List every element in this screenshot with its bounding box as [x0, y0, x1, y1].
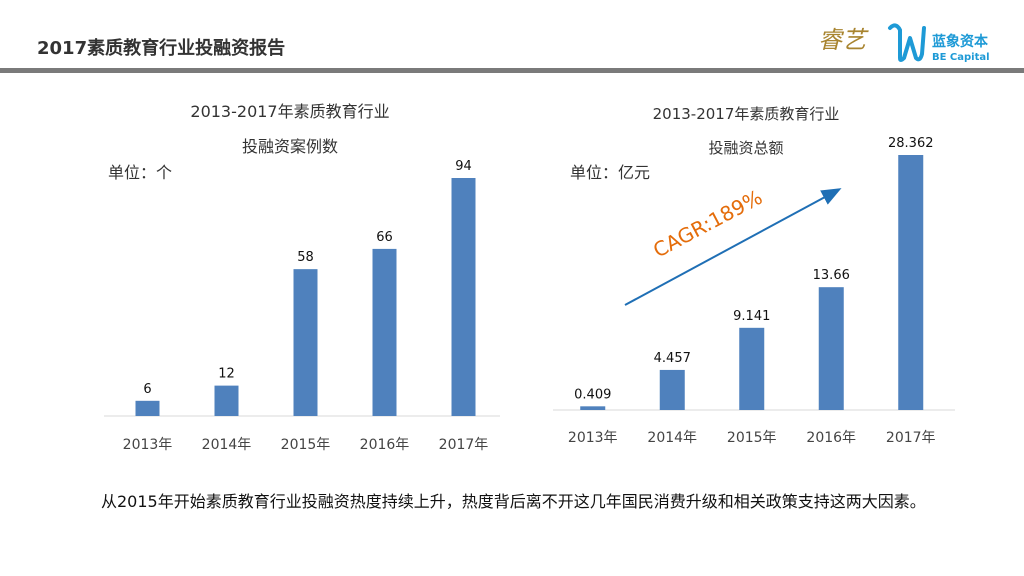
chart-unit: 单位：亿元 — [570, 163, 650, 182]
category-label: 2014年 — [647, 430, 697, 446]
ruiyi-logo: 睿艺 — [818, 26, 869, 54]
category-label: 2014年 — [202, 437, 252, 453]
data-label: 0.409 — [574, 387, 611, 402]
be-capital-name: 蓝象资本 — [932, 33, 989, 50]
bar-2016年 — [818, 287, 844, 410]
bars: 0.409 2013年 4.457 2014年 9.141 2015年 13.66 2016年… — [568, 136, 936, 446]
data-label: 58 — [297, 250, 314, 265]
category-label: 2015年 — [727, 430, 777, 446]
be-capital-logo-mark — [888, 23, 926, 62]
data-label: 13.66 — [813, 268, 850, 283]
category-label: 2015年 — [281, 437, 331, 453]
chart-title-line2: 投融资总额 — [708, 139, 783, 157]
cagr-annotation: CAGR:189% — [649, 185, 766, 263]
summary-text: 从2015年开始素质教育行业投融资热度持续上升，热度背后离不开这几年国民消费升级… — [101, 492, 926, 511]
growth-arrow — [624, 188, 842, 306]
data-label: 28.362 — [888, 136, 934, 151]
category-label: 2013年 — [123, 437, 173, 453]
bar-2015年 — [293, 269, 318, 416]
data-label: 4.457 — [654, 351, 691, 366]
category-label: 2016年 — [360, 437, 410, 453]
bar-2013年 — [580, 406, 606, 410]
bar-2013年 — [135, 400, 160, 416]
bar-2014年 — [659, 369, 685, 410]
data-label: 66 — [376, 230, 393, 245]
header-divider — [0, 68, 1024, 73]
bars: 6 2013年 12 2014年 58 2015年 66 2016年 94 2017年 — [123, 159, 489, 453]
bar-2015年 — [739, 327, 765, 410]
chart-title-line1: 2013-2017年素质教育行业 — [653, 105, 840, 123]
data-label: 12 — [218, 367, 235, 382]
category-label: 2017年 — [439, 437, 489, 453]
page-title: 2017素质教育行业投融资报告 — [37, 38, 286, 59]
category-label: 2017年 — [886, 430, 936, 446]
chart-title-line1: 2013-2017年素质教育行业 — [190, 102, 389, 121]
bar-2016年 — [372, 248, 397, 416]
category-label: 2016年 — [806, 430, 856, 446]
data-label: 9.141 — [733, 309, 770, 324]
data-label: 94 — [455, 159, 472, 174]
category-label: 2013年 — [568, 430, 618, 446]
bar-2014年 — [214, 385, 239, 416]
bar-2017年 — [898, 155, 924, 410]
data-label: 6 — [143, 382, 151, 397]
logos: 睿艺 蓝象资本 BE Capital — [818, 23, 990, 63]
bar-2017年 — [451, 178, 476, 416]
chart-unit: 单位：个 — [108, 163, 172, 182]
chart-title-line2: 投融资案例数 — [242, 137, 338, 156]
be-capital-sub: BE Capital — [932, 52, 990, 63]
